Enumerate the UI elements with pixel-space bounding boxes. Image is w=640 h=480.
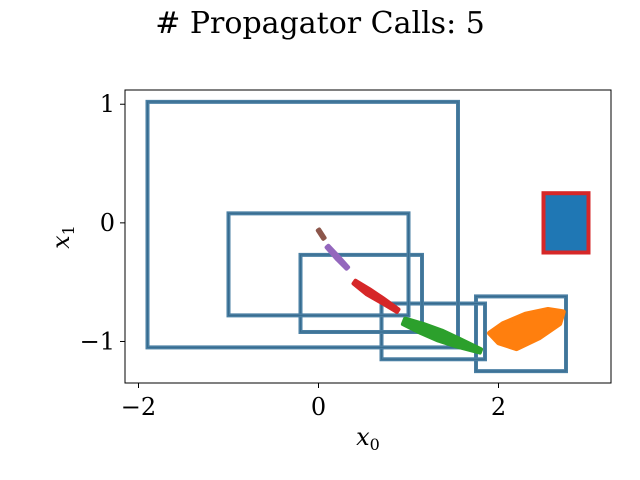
y-tick-label: 0 [100, 209, 115, 237]
chart-title: # Propagator Calls: 5 [155, 6, 485, 41]
y-axis-label: x1 [47, 225, 78, 249]
sample-cloud-1 [487, 307, 566, 352]
reachable-box-4-inner [228, 212, 409, 316]
reachable-box-3-inner [300, 254, 423, 333]
sample-cloud-4 [324, 243, 351, 271]
sample-cloud-2 [400, 316, 484, 355]
x-tick-label: −2 [121, 393, 156, 421]
reachable-box-5-inner [147, 101, 459, 348]
x-axis-label: x0 [356, 423, 380, 454]
sample-cloud-5 [315, 227, 327, 241]
x-tick-label: 2 [491, 393, 506, 421]
x-axis-label-subscript: 0 [370, 435, 380, 454]
axes-frame [124, 89, 612, 384]
x-axis: −2 0 2 [121, 383, 506, 421]
y-tick-label: 1 [100, 90, 115, 118]
y-axis: −1 0 1 [80, 90, 125, 355]
plot-area [145, 99, 591, 374]
y-axis-label-subscript: 1 [59, 225, 78, 235]
y-tick-label: −1 [80, 327, 115, 355]
x-tick-label: 0 [311, 393, 326, 421]
reachable-box-1-inner [475, 295, 567, 372]
initial-set [541, 191, 591, 255]
sample-cloud-3 [351, 278, 401, 314]
reachable-box-5 [145, 99, 460, 350]
